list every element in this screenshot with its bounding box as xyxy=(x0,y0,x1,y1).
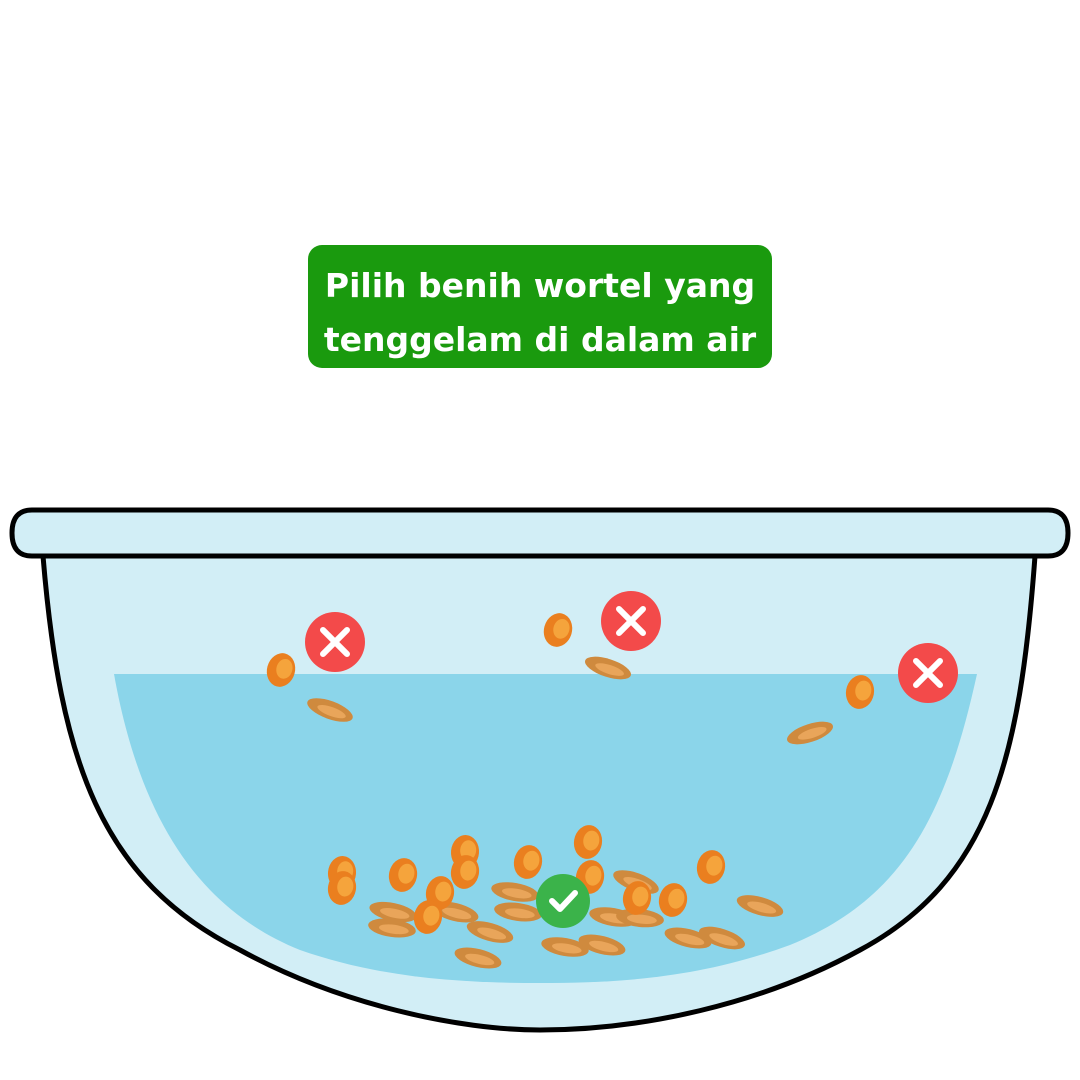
wrong-mark-middle xyxy=(601,591,661,651)
instruction-line-2: tenggelam di dalam air xyxy=(323,320,757,359)
instruction-label: Pilih benih wortel yang tenggelam di dal… xyxy=(308,245,772,368)
x-icon xyxy=(320,627,350,657)
x-icon xyxy=(616,606,646,636)
correct-mark-bottom xyxy=(536,874,590,928)
instruction-line-1: Pilih benih wortel yang xyxy=(324,266,756,305)
bowl-rim xyxy=(9,507,1071,559)
wrong-mark-left xyxy=(305,612,365,672)
check-icon xyxy=(549,890,578,912)
wrong-mark-right xyxy=(898,643,958,703)
x-icon xyxy=(913,658,943,688)
